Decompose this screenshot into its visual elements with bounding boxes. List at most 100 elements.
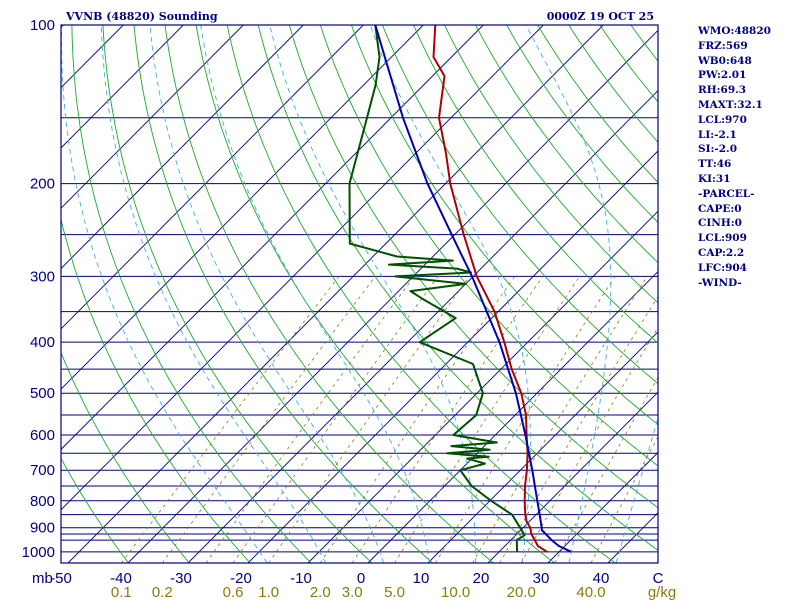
mixing-ratio-line (590, 436, 658, 563)
mixing-ratio-tick-label: 5.0 (384, 584, 405, 600)
mixing-ratio-line (554, 376, 658, 563)
dry-adiabat-line (257, 25, 658, 551)
moist-adiabat-line (525, 25, 612, 563)
sounding-index-item: SI:-2.0 (698, 143, 737, 156)
dry-adiabat-line (413, 25, 658, 344)
temperature-profile-line (432, 25, 548, 553)
sounding-index-item: RH:69.3 (698, 84, 747, 97)
isotherm-line (61, 25, 124, 89)
chart-grid (0, 25, 800, 563)
mixing-ratio-tick-label: 10.0 (441, 584, 470, 600)
mixing-ratio-tick-label: 0.6 (223, 584, 244, 600)
pressure-tick-label: 1000 (22, 544, 55, 561)
isotherm-line (67, 25, 604, 563)
moist-adiabat-line (149, 25, 384, 563)
dry-adiabat-line (319, 25, 658, 467)
mixing-ratio-tick-label: 2.0 (310, 584, 331, 600)
sounding-index-item: WB0:648 (698, 54, 752, 67)
mixing-ratio-line (161, 276, 376, 563)
dry-adiabat-line (226, 25, 616, 563)
dry-adiabat-line (61, 457, 129, 563)
isotherm-line (547, 451, 658, 563)
isotherm-line (61, 25, 64, 28)
temperature-tick-label: 40 (593, 570, 610, 587)
pressure-tick-label: 300 (30, 268, 55, 285)
sounding-index-item: CAPE:0 (698, 202, 742, 215)
dry-adiabat-line (350, 25, 658, 426)
pressure-unit-label: mb (32, 570, 53, 587)
pressure-tick-label: 700 (30, 462, 55, 479)
temperature-tick-label: -10 (290, 570, 312, 587)
temperature-tick-label: 30 (533, 570, 550, 587)
moist-adiabat-line (200, 25, 430, 563)
mixing-ratio-tick-label: 40.0 (576, 584, 605, 600)
sounding-index-item: FRZ:569 (698, 39, 748, 52)
temperature-tick-label: -50 (50, 570, 72, 587)
pressure-tick-label: 200 (30, 176, 55, 193)
sounding-index-item: LI:-2.1 (698, 128, 737, 141)
mixing-ratio-tick-label: 0.2 (152, 584, 173, 600)
moist-adiabat-line (100, 25, 327, 563)
mixing-ratio-line (205, 276, 415, 563)
isotherm-line (0, 25, 3, 563)
isotherm-line (307, 210, 658, 563)
moist-adiabat-line (61, 25, 268, 563)
temperature-tick-label: -30 (170, 570, 192, 587)
temperature-tick-label: -40 (110, 570, 132, 587)
isotherm-line (61, 25, 184, 149)
mixing-ratio-line (232, 276, 439, 563)
sounding-index-item: -WIND- (698, 276, 742, 289)
mixing-ratio-tick-label: 3.0 (342, 584, 363, 600)
isotherm-line (61, 25, 544, 511)
sounding-index-item: WMO:48820 (698, 25, 771, 37)
mixing-ratio-line (120, 276, 340, 563)
temperature-unit-label: C (653, 570, 664, 587)
sounding-index-item: MAXT:32.1 (698, 98, 763, 111)
sounding-index-item: LFC:904 (698, 261, 747, 274)
pressure-tick-label: 100 (30, 17, 55, 34)
moist-adiabat-line (269, 25, 477, 563)
dry-adiabat-line (475, 25, 658, 264)
sounding-indices-panel: WMO:48820 FRZ:569 WB0:648 PW:2.01 RH:69.3 MAX… (698, 24, 771, 290)
dry-adiabat-line (195, 25, 555, 563)
chart-timestamp: 0000Z 19 OCT 25 (547, 10, 654, 23)
isotherm-line (367, 270, 658, 563)
moist-adiabat-line (615, 416, 658, 563)
moist-adiabat-line (369, 25, 531, 563)
chart-series (348, 25, 572, 553)
dry-adiabat-line (381, 25, 658, 385)
sounding-index-item: KI:31 (698, 172, 731, 185)
temperature-tick-label: 20 (473, 570, 490, 587)
mixing-ratio-tick-label: 20.0 (507, 584, 536, 600)
isotherm-line (61, 25, 304, 270)
parcel-path-line (374, 25, 572, 553)
sounding-index-item: PW:2.01 (698, 69, 747, 82)
plot-frame (60, 24, 659, 564)
dry-adiabat-line (61, 351, 190, 563)
dry-adiabat-line (102, 25, 373, 563)
chart-title: VVNB (48820) Sounding (65, 10, 218, 23)
temperature-tick-label: 10 (413, 570, 430, 587)
dry-adiabat-line (61, 217, 251, 563)
isotherm-line (487, 391, 658, 563)
dry-adiabat-line (133, 25, 434, 563)
mixing-ratio-unit-label: g/kg (648, 584, 676, 600)
isotherm-line (127, 29, 658, 563)
dry-adiabat-line (786, 25, 800, 563)
dry-adiabat-line (444, 25, 658, 304)
pressure-tick-label: 500 (30, 385, 55, 402)
mixing-ratio-line (520, 326, 658, 563)
isotherm-line (427, 331, 658, 563)
mixing-ratio-line (268, 276, 470, 563)
mixing-ratio-tick-label: 1.0 (258, 584, 279, 600)
pressure-tick-label: 400 (30, 334, 55, 351)
dry-adiabat-line (164, 25, 494, 563)
temperature-tick-label: 0 (357, 570, 365, 587)
mixing-ratio-tick-label: 0.1 (111, 584, 132, 600)
dewpoint-profile-line (348, 25, 526, 552)
pressure-tick-label: 900 (30, 520, 55, 537)
temperature-tick-label: -20 (230, 570, 252, 587)
dry-adiabat-line (288, 25, 658, 509)
